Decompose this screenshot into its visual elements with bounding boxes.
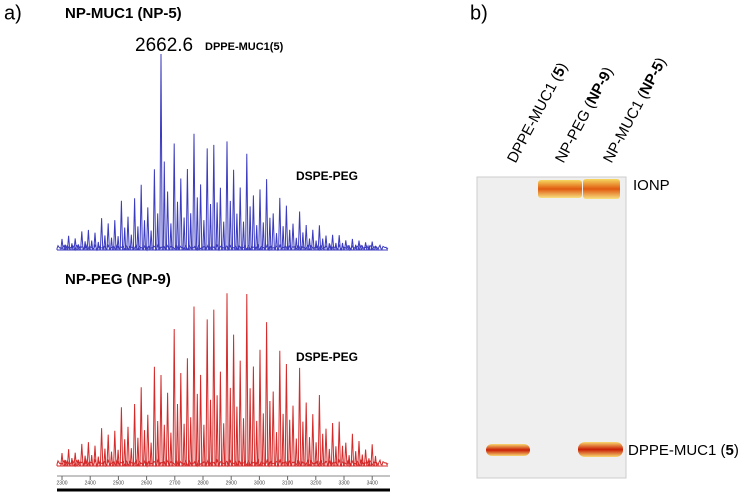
tick-label: 3200: [310, 480, 321, 486]
tick-label: 2500: [113, 480, 124, 486]
tick-label: 2400: [85, 480, 96, 486]
peak-name: DPPE-MUC1(5): [205, 41, 284, 53]
label-part: 5: [726, 442, 734, 459]
panel-label: a): [4, 2, 22, 24]
peak-label: 2662.6: [135, 35, 193, 56]
label-part: NP-MUC1 (: [600, 89, 651, 165]
side-label: DSPE-PEG: [296, 169, 358, 183]
tick-label: 3100: [282, 480, 293, 486]
label-part: NP-PEG (: [552, 99, 598, 166]
spectrum: [56, 293, 389, 468]
spectrum: [56, 53, 389, 252]
gel: [476, 176, 627, 479]
band: [578, 442, 623, 457]
band-label: IONP: [633, 177, 670, 194]
label-part: DPPE-MUC1 (: [628, 442, 726, 459]
label-part: ): [734, 442, 739, 459]
side-label: DSPE-PEG: [296, 350, 358, 364]
band-label: DPPE-MUC1 (5): [628, 442, 739, 459]
band: [583, 179, 620, 199]
panel-label: b): [470, 2, 488, 24]
band: [538, 180, 582, 198]
tick-label: 3300: [338, 480, 349, 486]
tick-label: 2600: [141, 480, 152, 486]
tick-label: 2900: [226, 480, 237, 486]
tick-label: 3000: [254, 480, 265, 486]
tick-label: 3400: [367, 480, 378, 486]
band: [486, 444, 530, 456]
tick-label: 2300: [56, 480, 67, 486]
tick-label: 2800: [197, 480, 208, 486]
spectrum-title: NP-MUC1 (NP-5): [65, 5, 182, 22]
spectrum-title: NP-PEG (NP-9): [65, 271, 171, 288]
tick-label: 2700: [169, 480, 180, 486]
